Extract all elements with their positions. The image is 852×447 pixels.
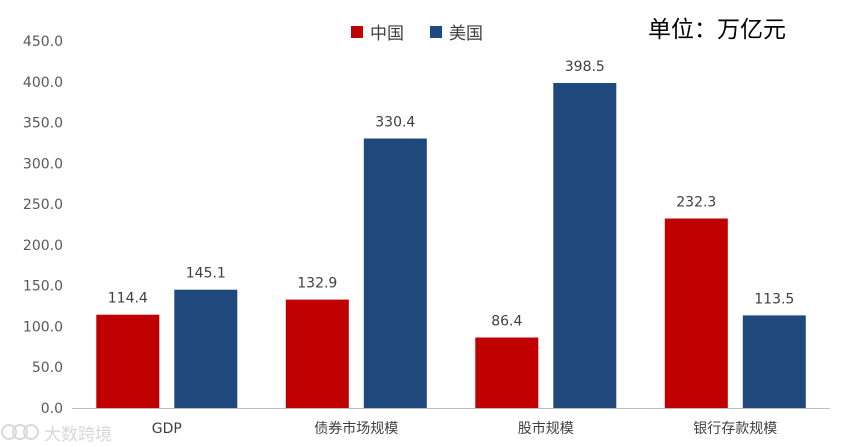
- y-tick-label: 0.0: [41, 401, 63, 417]
- legend-swatch-usa: [430, 26, 442, 38]
- watermark-logo-icon: [1, 424, 39, 440]
- y-tick-label: 100.0: [23, 319, 63, 335]
- bar-china: [664, 218, 728, 408]
- x-category-label: 债券市场规模: [314, 420, 398, 437]
- x-category-label: 股市规模: [518, 420, 574, 437]
- bar-usa: [553, 83, 617, 408]
- data-label: 132.9: [297, 276, 337, 292]
- watermark-text: 大数跨境: [44, 424, 112, 445]
- y-tick-label: 300.0: [23, 156, 63, 172]
- legend-label-usa: 美国: [449, 24, 483, 44]
- data-label: 232.3: [676, 195, 716, 211]
- legend-label-china: 中国: [370, 24, 404, 44]
- bar-usa: [742, 315, 806, 408]
- bar-usa: [174, 289, 238, 408]
- bar-china: [475, 337, 539, 408]
- y-tick-label: 450.0: [23, 34, 63, 50]
- legend-swatch-china: [351, 26, 363, 38]
- data-label: 145.1: [186, 266, 226, 282]
- y-tick-label: 400.0: [23, 75, 63, 91]
- bar-usa: [363, 138, 427, 408]
- unit-note: 单位：万亿元: [648, 17, 786, 43]
- data-label: 330.4: [375, 115, 415, 131]
- data-label: 86.4: [491, 314, 522, 330]
- y-tick-label: 200.0: [23, 238, 63, 254]
- y-tick-label: 150.0: [23, 279, 63, 295]
- data-label: 398.5: [565, 59, 605, 75]
- x-category-label: GDP: [152, 421, 182, 437]
- watermark: 大数跨境: [0, 418, 112, 446]
- data-label: 114.4: [108, 291, 148, 307]
- y-tick-label: 50.0: [32, 360, 63, 376]
- y-tick-label: 250.0: [23, 197, 63, 213]
- bar-china: [96, 314, 160, 408]
- x-category-label: 银行存款规模: [693, 421, 777, 437]
- data-label: 113.5: [754, 291, 794, 307]
- y-tick-label: 350.0: [23, 116, 63, 132]
- bar-china: [285, 299, 349, 408]
